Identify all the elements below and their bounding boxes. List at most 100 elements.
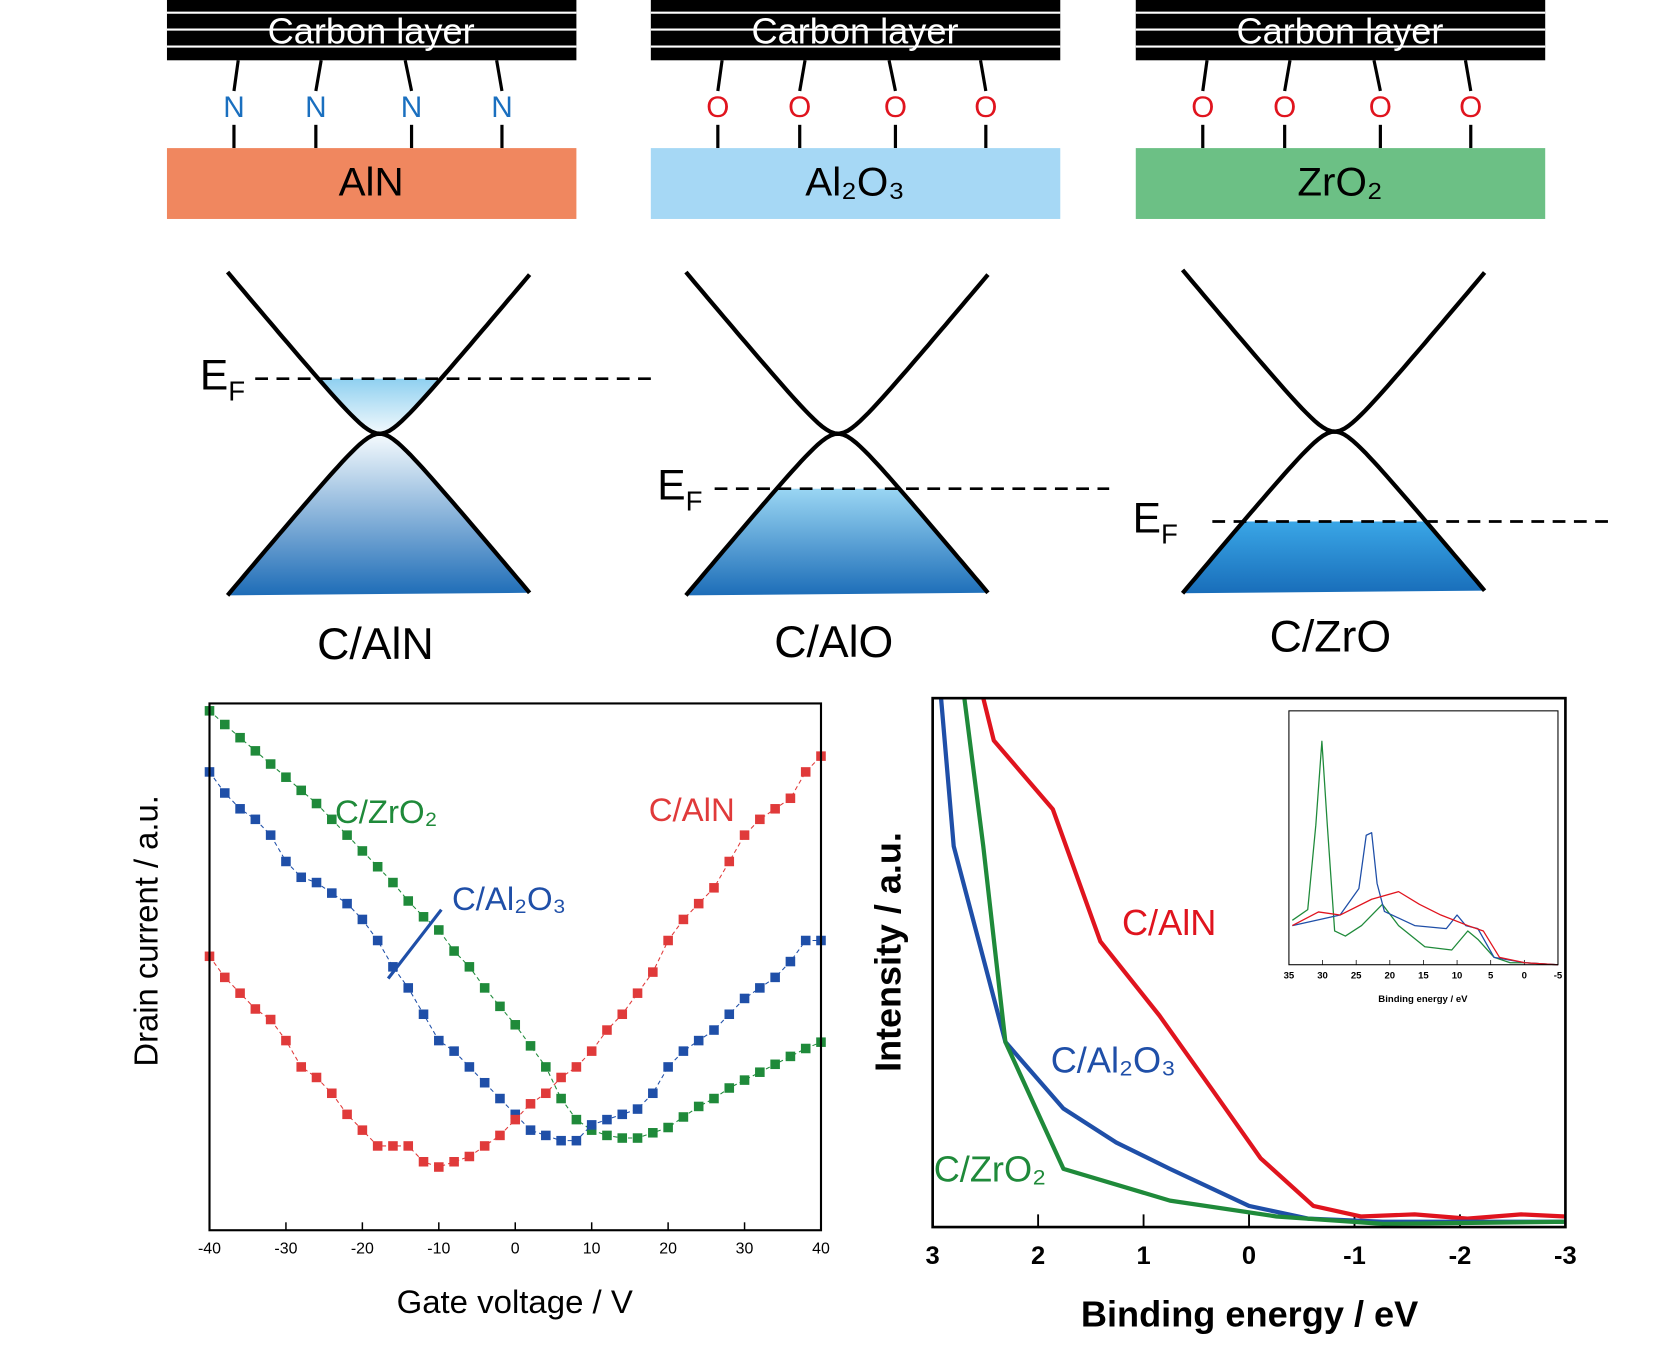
linker-atom: O — [1191, 91, 1214, 124]
substrate — [166, 148, 577, 219]
x-tick-label: 25 — [1351, 971, 1362, 982]
y-axis-label: Drain current / a.u. — [128, 795, 165, 1066]
series-annotation: C/Al₂O₃ — [452, 880, 566, 917]
band-fill — [1182, 521, 1485, 594]
marker — [265, 1014, 276, 1025]
marker — [495, 1130, 505, 1141]
marker — [800, 767, 811, 777]
fermi-label-main: E — [200, 352, 228, 399]
marker — [586, 1046, 597, 1056]
marker — [342, 898, 352, 909]
marker — [602, 1114, 612, 1125]
marker — [418, 1156, 429, 1167]
marker — [235, 988, 245, 998]
marker — [678, 1112, 689, 1122]
marker — [602, 1025, 612, 1035]
substrate — [1135, 148, 1546, 219]
panel-label: C/AlO — [774, 618, 893, 667]
substrate-label: Al₂O₃ — [805, 160, 904, 205]
marker — [434, 925, 444, 935]
marker — [296, 1062, 307, 1072]
x-tick-label: -2 — [1449, 1242, 1472, 1270]
marker — [663, 935, 673, 946]
marker — [220, 719, 230, 730]
bond — [798, 60, 807, 92]
marker — [510, 1114, 521, 1125]
marker — [510, 1020, 521, 1030]
marker — [525, 1041, 536, 1051]
marker — [571, 1114, 582, 1125]
marker — [464, 1062, 475, 1072]
marker — [327, 814, 337, 825]
marker — [785, 793, 796, 804]
marker — [541, 1088, 551, 1099]
marker — [418, 1009, 429, 1020]
valence-band — [225, 431, 532, 597]
marker — [556, 1135, 566, 1146]
x-axis-label: Binding energy / eV — [1378, 994, 1468, 1005]
marker — [418, 912, 429, 922]
marker — [220, 788, 230, 798]
marker — [250, 746, 261, 756]
band-fill — [1183, 270, 1485, 432]
substrate-label: AlN — [339, 160, 404, 205]
marker — [739, 1075, 750, 1085]
series-line — [981, 697, 1566, 1221]
marker — [479, 983, 490, 993]
series-annotation: C/ZrO₂ — [335, 793, 437, 830]
x-tick-label: 20 — [659, 1241, 677, 1258]
bond — [978, 60, 988, 92]
marker — [250, 1004, 261, 1014]
x-tick-label: 15 — [1418, 971, 1429, 982]
marker — [495, 1001, 505, 1012]
bond — [232, 60, 240, 92]
marker — [449, 1046, 459, 1056]
fermi-label-sub: F — [228, 376, 245, 407]
x-tick-label: -3 — [1554, 1242, 1577, 1270]
x-tick-label: 2 — [1031, 1242, 1045, 1270]
plot-frame — [1288, 710, 1559, 966]
marker — [617, 1009, 628, 1020]
marker — [525, 1125, 536, 1135]
marker — [510, 1109, 521, 1120]
linker-atom: N — [305, 91, 327, 124]
bond — [403, 59, 414, 92]
marker — [434, 1162, 444, 1172]
bond — [1372, 59, 1382, 92]
marker — [449, 946, 459, 956]
x-axis-label: Gate voltage / V — [397, 1283, 633, 1320]
marker — [800, 935, 811, 946]
marker — [556, 1072, 566, 1083]
series-line — [1292, 832, 1559, 966]
x-tick-label: 40 — [812, 1241, 830, 1258]
marker — [388, 962, 398, 972]
marker — [464, 1151, 475, 1162]
marker — [265, 759, 276, 769]
marker — [281, 772, 291, 782]
x-tick-label: 3 — [926, 1242, 940, 1270]
x-axis-label: Binding energy / eV — [1081, 1294, 1418, 1335]
marker — [388, 1141, 398, 1151]
band-fill — [685, 488, 988, 596]
linker-atom: N — [491, 91, 513, 124]
x-tick-label: 5 — [1488, 971, 1494, 982]
marker — [678, 914, 689, 925]
marker — [800, 1043, 811, 1054]
bond — [1201, 60, 1209, 92]
marker — [602, 1130, 612, 1141]
marker — [357, 914, 368, 925]
marker — [632, 988, 643, 998]
marker — [541, 1130, 551, 1141]
marker — [281, 1035, 291, 1046]
bond — [716, 60, 724, 92]
marker — [571, 1135, 582, 1146]
bond — [495, 60, 504, 92]
marker — [342, 1109, 352, 1120]
x-tick-label: 1 — [1136, 1242, 1150, 1270]
marker — [372, 935, 383, 946]
linker-atom: O — [706, 91, 729, 124]
bond — [1283, 60, 1292, 92]
conduction-band — [1180, 268, 1487, 434]
substrate-label: ZrO₂ — [1297, 160, 1382, 205]
